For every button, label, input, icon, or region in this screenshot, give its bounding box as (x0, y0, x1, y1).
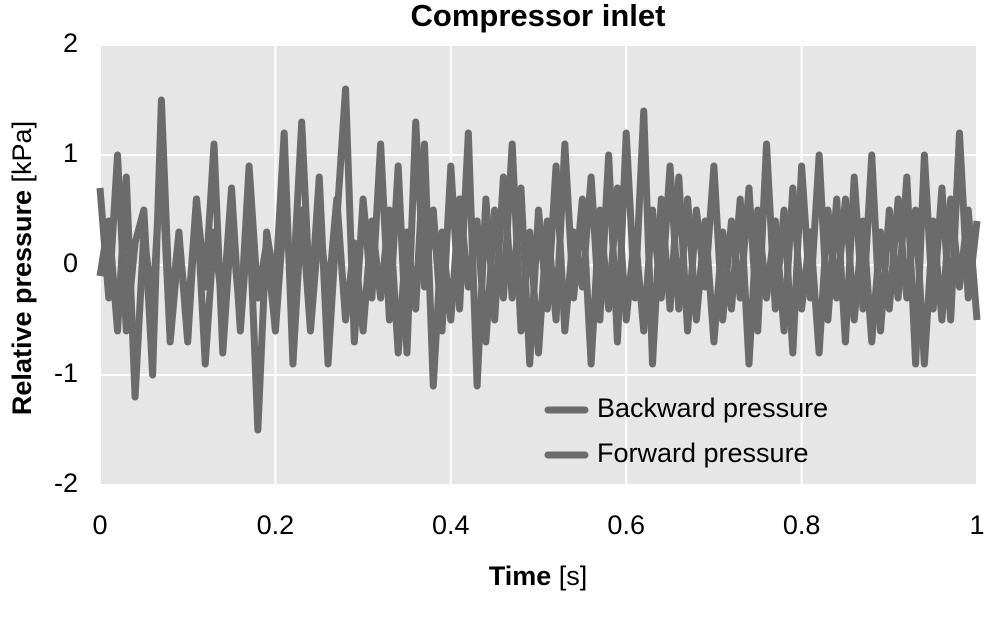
x-tick-label: 0.2 (257, 510, 295, 540)
x-label-name: Time (489, 561, 552, 591)
legend: Backward pressure Forward pressure (544, 393, 828, 468)
x-tick-label: 0 (92, 510, 107, 540)
legend-label: Forward pressure (597, 438, 809, 468)
y-tick-label: -2 (54, 468, 78, 498)
y-label-name: Relative pressure (7, 190, 37, 415)
y-tick-label: 0 (63, 248, 78, 278)
lines (96, 85, 981, 434)
x-tick-label: 1 (969, 510, 984, 540)
y-tick-label: 2 (63, 28, 78, 58)
x-axis-label: Time [s] (489, 561, 588, 591)
data-line (96, 129, 981, 434)
y-label-unit: [kPa] (7, 121, 37, 183)
legend-label: Backward pressure (597, 393, 828, 423)
y-tick-label: -1 (54, 358, 78, 388)
x-label-unit: [s] (559, 561, 588, 591)
y-axis-label: Relative pressure [kPa] (7, 121, 37, 415)
chart-title: Compressor inlet (411, 0, 666, 33)
x-tick-label: 0.6 (607, 510, 645, 540)
x-tick-label: 0.4 (432, 510, 470, 540)
y-tick-label: 1 (63, 138, 78, 168)
x-tick-label: 0.8 (783, 510, 821, 540)
